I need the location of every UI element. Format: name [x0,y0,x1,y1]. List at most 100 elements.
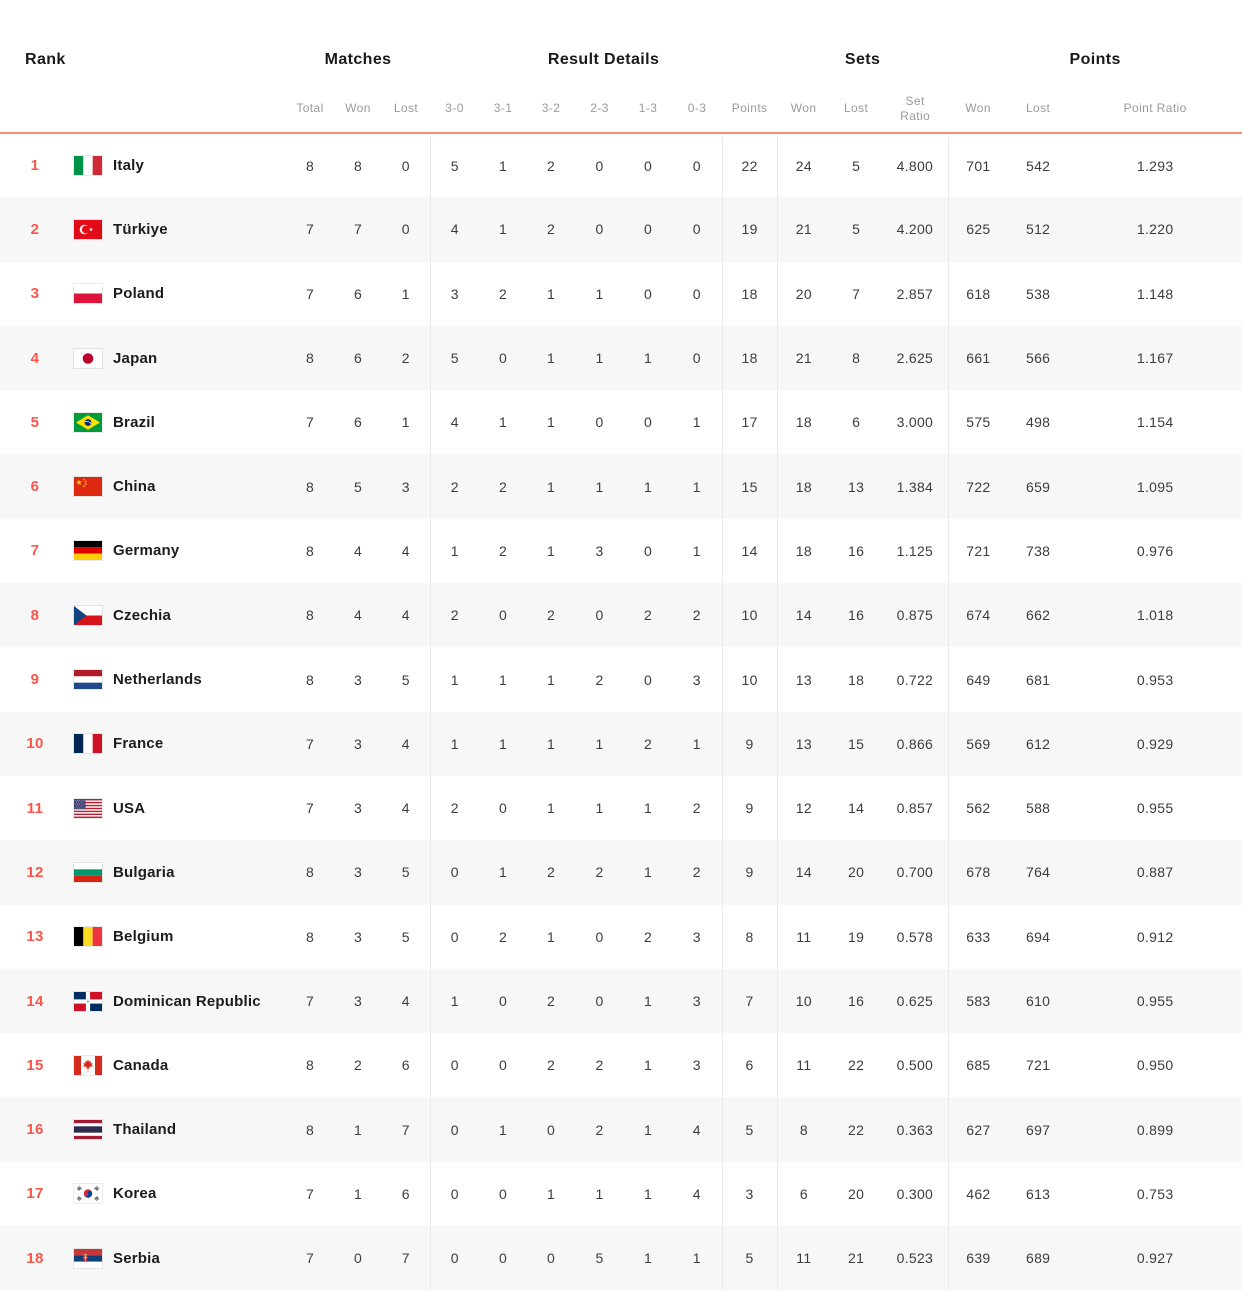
cell-matches-won: 1 [353,1185,363,1202]
cell-sets-won: 21 [776,325,831,391]
team-row[interactable]: 5 Brazil 7 6 1 4 1 1 0 0 1 17 18 6 3.000 575 498 1.154 [0,390,1242,455]
rank-cell: 1 [30,157,40,175]
cell-sets-lost: 8 [852,350,861,367]
cell-sets-won: 18 [776,390,831,455]
cell-points-won: 618 [947,261,1009,326]
rank-cell: 17 [26,1185,44,1203]
cell-3-0: 0 [429,1097,480,1162]
cell-point-ratio: 0.955 [1136,800,1174,817]
column-header-2-3: 2-3 [575,85,625,134]
team-name: Netherlands [113,671,202,689]
team-row[interactable]: 18 Serbia 7 0 7 0 0 0 5 1 1 5 11 21 0.523 639 689 0.927 [0,1226,1242,1291]
cell-total: 8 [305,478,315,495]
cell-matches-lost: 5 [401,671,410,688]
cell-sets-won: 12 [776,775,831,841]
cell-sets-won: 14 [776,840,831,905]
bulgaria-flag [74,862,102,882]
rank-cell: 15 [26,1056,44,1074]
team-name: Poland [113,285,165,303]
team-row[interactable]: 10 France 7 3 4 1 1 1 1 2 1 9 13 15 0.866 569 612 0.929 [0,711,1242,776]
cell-point-ratio: 1.018 [1136,607,1174,624]
team-cell: Italy [70,133,286,197]
team-row[interactable]: 2 Türkiye 7 7 0 4 1 2 0 0 0 19 21 5 4.200 625 512 1.220 [0,197,1242,262]
cell-sets-lost: 13 [848,478,865,495]
cell-0-3: 1 [692,542,701,559]
cell-set-ratio: 4.200 [896,221,934,238]
cell-point-ratio: 0.927 [1136,1250,1174,1267]
cell-sets-won: 24 [776,133,831,198]
cell-3-2: 2 [547,157,556,174]
team-row[interactable]: 14 Dominican Republic 7 3 4 1 0 2 0 1 3 7 10 16 0.625 5… [0,968,1242,1034]
cell-total: 7 [305,800,315,817]
cell-1-3: 1 [644,350,653,367]
cell-matches-lost: 0 [401,157,410,174]
standings-body: 1 Italy 8 8 0 5 1 2 0 0 0 22 24 5 4.800 701 542 1.293 2 Tür… [0,133,1242,1291]
team-row[interactable]: 11 USA 7 3 4 2 0 1 1 1 2 9 12 14 0.857 562 588 0.955 [0,775,1242,841]
cell-1-3: 1 [644,864,653,881]
cell-points-lost: 542 [1026,157,1051,174]
column-header-3-2: 3-2 [527,85,576,134]
cell-3-0: 1 [429,711,480,776]
team-cell: Germany [70,519,286,583]
team-row[interactable]: 9 Netherlands 8 3 5 1 1 1 2 0 3 10 13 18 0.722 649 681 0.… [0,647,1242,712]
cell-3-0: 4 [429,197,480,262]
team-row[interactable]: 4 Japan 8 6 2 5 0 1 1 1 0 18 21 8 2.625 661 566 1.167 [0,325,1242,391]
cell-1-3: 1 [644,1057,653,1074]
cell-sets-lost: 7 [852,285,861,302]
cell-matches-won: 0 [353,1250,363,1267]
cell-matches-won: 6 [353,285,363,302]
cell-3-2: 0 [547,1250,556,1267]
team-name: USA [113,799,146,817]
team-row[interactable]: 1 Italy 8 8 0 5 1 2 0 0 0 22 24 5 4.800 701 542 1.293 [0,133,1242,198]
team-row[interactable]: 16 Thailand 8 1 7 0 1 0 2 1 4 5 8 22 0.363 627 697 0.899 [0,1097,1242,1162]
cell-set-ratio: 0.500 [896,1057,934,1074]
cell-sets-won: 13 [776,711,831,776]
cell-3-0: 0 [429,1161,480,1227]
cell-sets-lost: 20 [848,864,865,881]
team-row[interactable]: 6 China 8 5 3 2 2 1 1 1 1 15 18 13 1.384 722 659 1.095 [0,454,1242,519]
team-row[interactable]: 17 Korea 7 1 6 0 0 1 1 1 4 3 6 20 0.300 462 613 0.753 [0,1161,1242,1227]
cell-2-3: 1 [595,800,604,817]
cell-3-0: 0 [429,904,480,969]
cell-0-3: 3 [692,1057,701,1074]
cell-point-ratio: 1.154 [1136,414,1174,431]
cell-points: 17 [721,390,778,455]
cell-2-3: 2 [595,864,604,881]
cell-points-lost: 588 [1026,800,1051,817]
cell-3-0: 1 [429,968,480,1034]
cell-sets-won: 6 [776,1161,831,1227]
team-row[interactable]: 3 Poland 7 6 1 3 2 1 1 0 0 18 20 7 2.857 618 538 1.148 [0,261,1242,326]
cell-matches-won: 2 [353,1057,363,1074]
cell-sets-won: 13 [776,647,831,712]
cell-points: 19 [721,197,778,262]
cell-3-1: 0 [499,350,508,367]
cell-point-ratio: 0.753 [1136,1185,1174,1202]
team-row[interactable]: 13 Belgium 8 3 5 0 2 1 0 2 3 8 11 19 0.578 633 694 0.912 [0,904,1242,969]
group-header-matches: Matches [324,51,392,68]
team-row[interactable]: 8 Czechia 8 4 4 2 0 2 0 2 2 10 14 16 0.875 674 662 1.018 [0,583,1242,648]
cell-points: 14 [721,518,778,584]
cell-points-lost: 659 [1026,478,1051,495]
team-row[interactable]: 7 Germany 8 4 4 1 2 1 3 0 1 14 18 16 1.125 721 738 0.976 [0,518,1242,584]
cell-sets-won: 11 [776,1033,831,1098]
usa-flag [74,798,102,818]
netherlands-flag [74,670,102,690]
rank-cell: 4 [30,349,40,367]
team-row[interactable]: 12 Bulgaria 8 3 5 0 1 2 2 1 2 9 14 20 0.700 678 764 0.887 [0,840,1242,905]
cell-matches-won: 3 [353,993,363,1009]
cell-total: 8 [305,1121,315,1138]
cell-set-ratio: 2.857 [896,285,934,302]
team-cell: France [70,712,286,776]
cell-sets-lost: 16 [848,607,865,624]
cell-points-won: 627 [947,1097,1009,1162]
cell-point-ratio: 0.950 [1136,1057,1174,1074]
cell-points-lost: 764 [1026,864,1051,881]
cell-points-won: 583 [947,968,1009,1034]
group-header-sets: Sets [844,51,881,68]
rank-cell: 6 [30,478,40,496]
cell-points: 9 [721,840,778,905]
rank-cell: 11 [26,799,44,817]
cell-3-2: 1 [547,542,556,559]
cell-3-1: 2 [499,928,508,945]
team-row[interactable]: 15 Canada 8 2 6 0 0 2 2 1 3 6 11 22 0.500 685 721 0.950 [0,1033,1242,1098]
